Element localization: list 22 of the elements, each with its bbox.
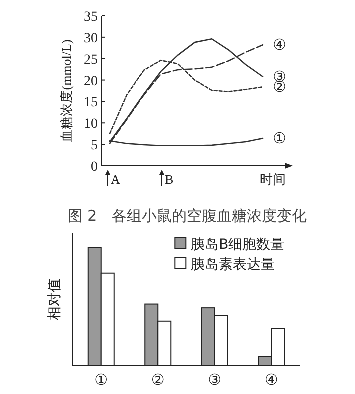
y-axis-title: 相对值 xyxy=(47,278,63,320)
series-label: ④ xyxy=(273,36,286,54)
x-tick-label: ④ xyxy=(264,371,278,389)
x-tick-label: ③ xyxy=(208,371,222,389)
legend-label: 胰岛素表达量 xyxy=(191,257,276,273)
y-axis-title: 血糖浓度(mmol/L) xyxy=(59,40,74,142)
y-tick-label: 25 xyxy=(84,52,98,68)
y-tick-label: 30 xyxy=(84,31,98,46)
y-tick-label: 15 xyxy=(84,96,98,111)
x-tick-label: ① xyxy=(94,371,108,389)
legend-label: 胰岛B细胞数量 xyxy=(191,237,285,253)
y-tick-label: 0 xyxy=(91,160,98,175)
y-tick-label: 20 xyxy=(84,74,98,90)
y-tick-label: 10 xyxy=(84,117,98,132)
series-label: ① xyxy=(273,130,286,148)
x-axis-title: 时间 xyxy=(260,172,286,187)
y-tick-label: 5 xyxy=(91,138,98,154)
text: A xyxy=(111,172,121,187)
y-tick-label: 35 xyxy=(84,10,98,25)
text: 图 2 各组小鼠的空腹血糖浓度变化 xyxy=(68,207,308,225)
text: B xyxy=(165,172,174,187)
x-tick-label: ② xyxy=(151,371,165,389)
